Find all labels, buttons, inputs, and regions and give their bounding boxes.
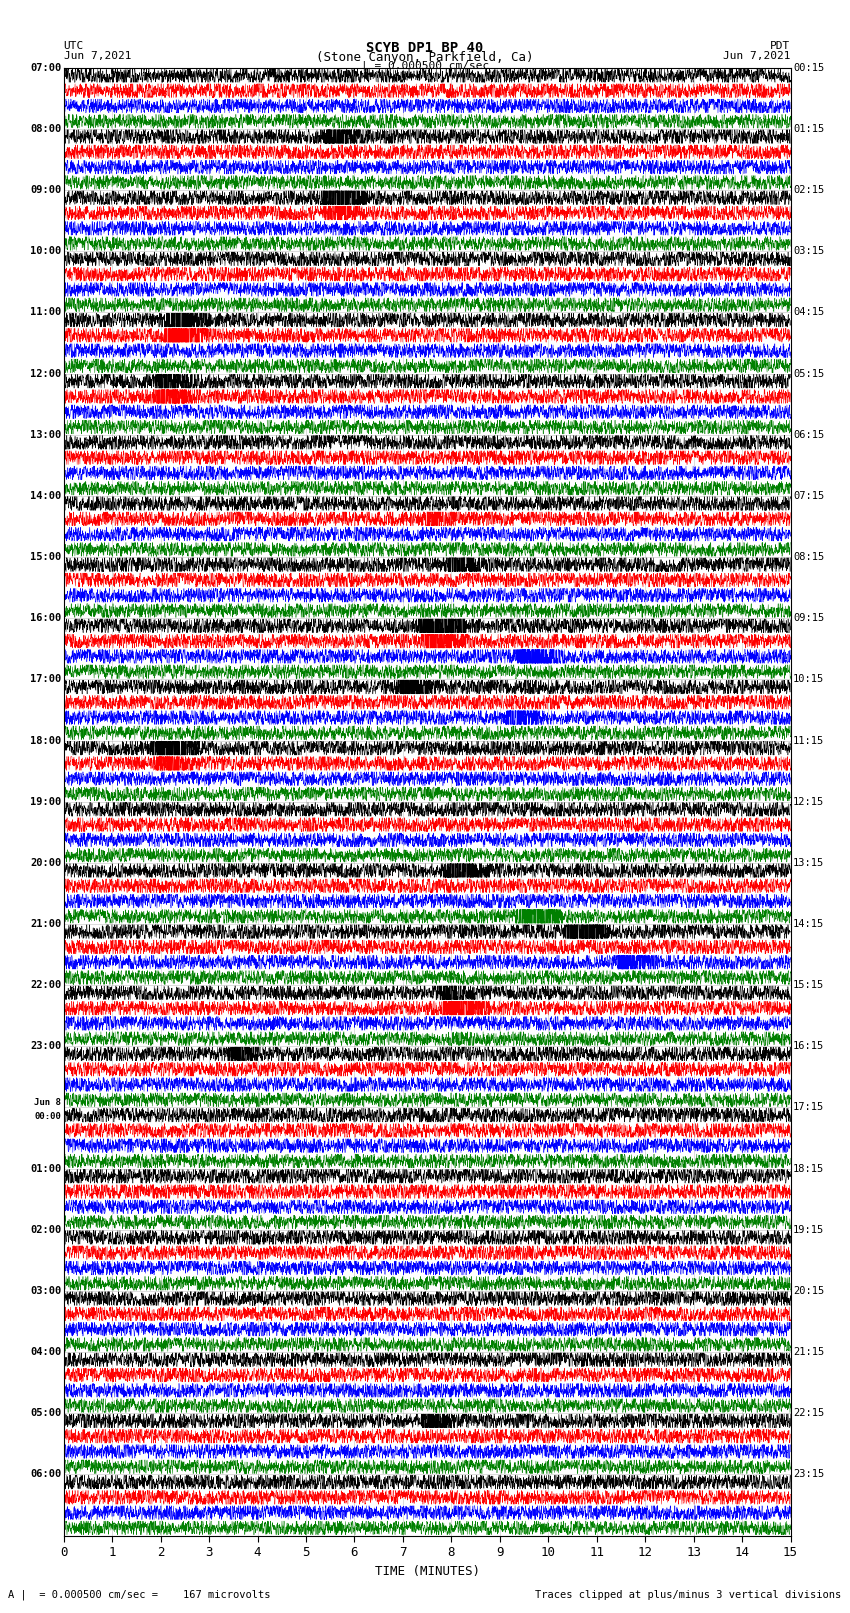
Text: 12:00: 12:00 [30,368,61,379]
Text: 15:15: 15:15 [793,981,824,990]
Text: Traces clipped at plus/minus 3 vertical divisions: Traces clipped at plus/minus 3 vertical … [536,1590,842,1600]
Text: 11:00: 11:00 [30,308,61,318]
Text: 18:15: 18:15 [793,1163,824,1174]
Text: 23:00: 23:00 [30,1042,61,1052]
Text: 03:15: 03:15 [793,247,824,256]
Text: 14:15: 14:15 [793,919,824,929]
Text: 06:00: 06:00 [30,1469,61,1479]
Text: Jun 7,2021: Jun 7,2021 [64,50,131,61]
Text: 20:00: 20:00 [30,858,61,868]
Text: 12:15: 12:15 [793,797,824,806]
Text: 09:15: 09:15 [793,613,824,623]
Text: 06:15: 06:15 [793,429,824,440]
Text: 08:15: 08:15 [793,552,824,561]
Text: 13:00: 13:00 [30,429,61,440]
Text: Jun 7,2021: Jun 7,2021 [723,50,791,61]
Text: A |  = 0.000500 cm/sec =    167 microvolts: A | = 0.000500 cm/sec = 167 microvolts [8,1589,271,1600]
Text: 00:00: 00:00 [34,1113,61,1121]
Text: 20:15: 20:15 [793,1286,824,1295]
Text: SCYB DP1 BP 40: SCYB DP1 BP 40 [366,40,484,55]
Text: | = 0.000500 cm/sec: | = 0.000500 cm/sec [361,60,489,71]
Text: 05:15: 05:15 [793,368,824,379]
Text: 09:00: 09:00 [30,185,61,195]
Text: 02:00: 02:00 [30,1224,61,1236]
Text: 01:00: 01:00 [30,1163,61,1174]
Text: 14:00: 14:00 [30,490,61,502]
Text: 19:00: 19:00 [30,797,61,806]
Text: 07:15: 07:15 [793,490,824,502]
Text: 16:15: 16:15 [793,1042,824,1052]
Text: 11:15: 11:15 [793,736,824,745]
Text: 08:00: 08:00 [30,124,61,134]
Text: 10:15: 10:15 [793,674,824,684]
Text: 02:15: 02:15 [793,185,824,195]
Text: 07:00: 07:00 [30,63,61,73]
Text: 19:15: 19:15 [793,1224,824,1236]
Text: 17:15: 17:15 [793,1102,824,1113]
Text: 16:00: 16:00 [30,613,61,623]
Text: 23:15: 23:15 [793,1469,824,1479]
Text: UTC: UTC [64,40,84,52]
Text: 00:15: 00:15 [793,63,824,73]
Text: 18:00: 18:00 [30,736,61,745]
Text: 15:00: 15:00 [30,552,61,561]
Text: PDT: PDT [770,40,790,52]
X-axis label: TIME (MINUTES): TIME (MINUTES) [375,1565,479,1578]
Text: 17:00: 17:00 [30,674,61,684]
Text: 01:15: 01:15 [793,124,824,134]
Text: 21:00: 21:00 [30,919,61,929]
Text: 05:00: 05:00 [30,1408,61,1418]
Text: 03:00: 03:00 [30,1286,61,1295]
Text: 04:15: 04:15 [793,308,824,318]
Text: 10:00: 10:00 [30,247,61,256]
Text: 13:15: 13:15 [793,858,824,868]
Text: 04:00: 04:00 [30,1347,61,1357]
Text: 22:00: 22:00 [30,981,61,990]
Text: 22:15: 22:15 [793,1408,824,1418]
Text: Jun 8: Jun 8 [34,1098,61,1108]
Text: 21:15: 21:15 [793,1347,824,1357]
Text: (Stone Canyon, Parkfield, Ca): (Stone Canyon, Parkfield, Ca) [316,50,534,65]
